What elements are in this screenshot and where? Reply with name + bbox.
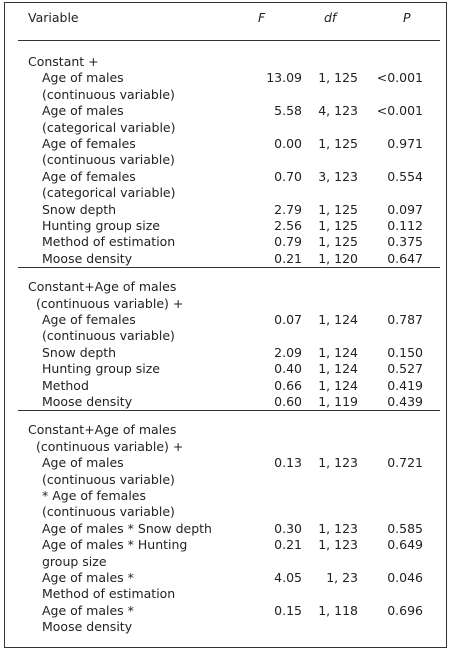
- p-value: 0.097: [387, 201, 423, 217]
- f-value: 0.66: [274, 377, 302, 393]
- section-heading: Constant +: [28, 54, 99, 69]
- variable-label: Age of males: [42, 103, 124, 119]
- df-value: 3, 123: [318, 168, 358, 184]
- variable-label: Moose density: [42, 619, 133, 635]
- variable-label: Method of estimation: [42, 234, 176, 250]
- df-value: 1, 23: [326, 570, 358, 585]
- p-value: 0.647: [387, 250, 423, 266]
- df-value: 1, 124: [318, 361, 358, 377]
- p-value: 0.375: [387, 234, 423, 250]
- df-value: 1, 123: [318, 537, 358, 553]
- p-value: 0.527: [387, 361, 423, 377]
- section-rule: [18, 267, 440, 269]
- variable-label: (continuous variable): [42, 86, 175, 102]
- df-value: 1, 120: [318, 250, 358, 266]
- f-value: 4.05: [274, 570, 302, 585]
- df-value: 1, 125: [318, 218, 358, 233]
- f-value: 0.07: [274, 312, 302, 327]
- variable-label: (continuous variable): [42, 152, 175, 168]
- header-variable: Variable: [28, 10, 79, 25]
- variable-label: Hunting group size: [42, 218, 160, 233]
- variable-label: Age of males: [42, 455, 124, 471]
- header-p: P: [403, 10, 411, 25]
- variable-label: Snow depth: [42, 344, 117, 360]
- p-value: 0.554: [387, 168, 423, 184]
- f-value: 0.60: [274, 394, 302, 409]
- variable-label: Age of females: [42, 312, 136, 327]
- variable-label: Method: [42, 377, 89, 393]
- section-heading: Constant+Age of males: [28, 279, 177, 295]
- p-value: 0.585: [387, 520, 423, 536]
- f-value: 2.79: [274, 201, 302, 217]
- variable-label: Moose density: [42, 250, 133, 266]
- df-value: 1, 124: [318, 377, 358, 393]
- p-value: 0.649: [387, 537, 423, 553]
- f-value: 0.13: [274, 455, 302, 471]
- p-value: 0.721: [387, 455, 423, 471]
- p-value: 0.971: [387, 136, 423, 151]
- variable-label: Age of males * Hunting: [42, 537, 188, 553]
- f-value: 0.00: [274, 136, 302, 151]
- variable-label: Moose density: [42, 394, 133, 409]
- f-value: 0.40: [274, 361, 302, 377]
- p-value: 0.046: [387, 570, 423, 585]
- p-value: 0.787: [387, 312, 423, 327]
- f-value: 0.79: [274, 234, 302, 250]
- section-heading: Constant+Age of males: [28, 422, 177, 438]
- f-value: 2.09: [274, 344, 302, 360]
- variable-label: Method of estimation: [42, 586, 176, 602]
- df-value: 1, 125: [318, 70, 358, 86]
- f-value: 0.70: [274, 168, 302, 184]
- header-rule: [18, 40, 440, 41]
- variable-label: Snow depth: [42, 201, 117, 217]
- variable-label: Hunting group size: [42, 361, 160, 377]
- variable-label: Age of females: [42, 168, 136, 184]
- f-value: 13.09: [266, 70, 302, 86]
- df-value: 1, 125: [318, 234, 358, 250]
- p-value: 0.439: [387, 394, 423, 409]
- df-value: 1, 125: [318, 136, 358, 151]
- df-value: 1, 119: [318, 394, 358, 409]
- df-value: 1, 125: [318, 201, 358, 217]
- p-value: 0.696: [387, 602, 423, 618]
- df-value: 1, 118: [318, 602, 358, 618]
- variable-label: (categorical variable): [42, 185, 176, 201]
- f-value: 2.56: [274, 218, 302, 233]
- table-frame: [4, 2, 447, 648]
- variable-label: (continuous variable): [42, 328, 175, 344]
- p-value: 0.419: [387, 377, 423, 393]
- f-value: 0.21: [274, 250, 302, 266]
- variable-label: (categorical variable): [42, 119, 176, 135]
- variable-label: (continuous variable): [42, 504, 175, 520]
- variable-label: Age of males *: [42, 602, 134, 618]
- header-df: df: [324, 10, 337, 25]
- variable-label: Age of females: [42, 136, 136, 151]
- p-value: <0.001: [376, 103, 423, 119]
- variable-label: group size: [42, 553, 107, 569]
- variable-label: (continuous variable): [42, 471, 175, 487]
- p-value: <0.001: [376, 70, 423, 86]
- header-f: F: [258, 10, 266, 25]
- f-value: 5.58: [274, 103, 302, 119]
- variable-label: Age of males: [42, 70, 124, 86]
- variable-label: Age of males * Snow depth: [42, 520, 212, 536]
- df-value: 1, 124: [318, 312, 358, 327]
- f-value: 0.21: [274, 537, 302, 553]
- section-heading: (continuous variable) +: [36, 438, 184, 454]
- variable-label: * Age of females: [42, 488, 146, 503]
- f-value: 0.15: [274, 602, 302, 618]
- section-heading: (continuous variable) +: [36, 295, 184, 311]
- df-value: 1, 123: [318, 520, 358, 536]
- df-value: 4, 123: [318, 103, 358, 119]
- p-value: 0.112: [387, 218, 423, 233]
- variable-label: Age of males *: [42, 570, 134, 585]
- section-rule: [18, 410, 440, 412]
- f-value: 0.30: [274, 520, 302, 536]
- df-value: 1, 124: [318, 344, 358, 360]
- df-value: 1, 123: [318, 455, 358, 471]
- p-value: 0.150: [387, 344, 423, 360]
